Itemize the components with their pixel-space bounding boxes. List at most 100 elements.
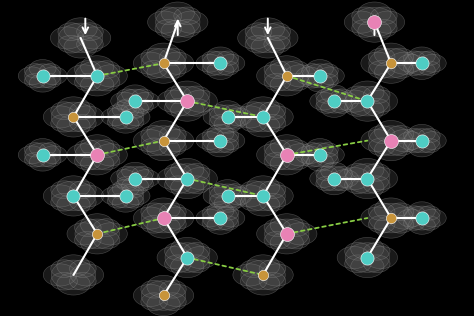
Point [283, 73, 291, 78]
Ellipse shape [160, 130, 194, 152]
Ellipse shape [161, 20, 194, 42]
Ellipse shape [93, 61, 120, 78]
Ellipse shape [246, 255, 280, 277]
Ellipse shape [107, 105, 129, 119]
Point [39, 73, 46, 78]
Ellipse shape [419, 132, 446, 149]
Ellipse shape [207, 139, 234, 157]
Ellipse shape [93, 152, 120, 170]
Ellipse shape [224, 194, 246, 208]
Ellipse shape [419, 54, 446, 72]
Ellipse shape [364, 242, 390, 260]
Ellipse shape [387, 216, 414, 233]
Ellipse shape [117, 89, 153, 113]
Ellipse shape [316, 166, 337, 181]
Ellipse shape [246, 176, 280, 198]
Ellipse shape [331, 166, 353, 181]
Ellipse shape [93, 140, 120, 157]
Ellipse shape [77, 23, 103, 40]
Ellipse shape [419, 216, 440, 230]
Ellipse shape [209, 115, 231, 129]
Ellipse shape [202, 129, 238, 153]
Ellipse shape [183, 86, 210, 104]
Ellipse shape [351, 158, 384, 181]
Ellipse shape [310, 92, 337, 110]
Point [387, 216, 395, 221]
Ellipse shape [337, 167, 371, 190]
Ellipse shape [70, 181, 96, 198]
Ellipse shape [374, 120, 408, 143]
Ellipse shape [157, 90, 190, 112]
Ellipse shape [51, 272, 77, 290]
Ellipse shape [283, 219, 310, 236]
Ellipse shape [209, 105, 231, 119]
Ellipse shape [398, 209, 424, 227]
Ellipse shape [374, 216, 408, 238]
Ellipse shape [283, 231, 310, 249]
Point [160, 138, 167, 143]
Point [364, 255, 371, 260]
Ellipse shape [387, 61, 414, 78]
Ellipse shape [233, 106, 266, 128]
Ellipse shape [141, 126, 186, 155]
Ellipse shape [352, 7, 397, 37]
Ellipse shape [409, 202, 435, 220]
Ellipse shape [147, 11, 181, 33]
Ellipse shape [351, 255, 384, 278]
Ellipse shape [246, 23, 290, 53]
Ellipse shape [107, 184, 129, 198]
Ellipse shape [264, 140, 309, 170]
Ellipse shape [345, 255, 371, 273]
Ellipse shape [364, 167, 398, 190]
Ellipse shape [302, 64, 338, 88]
Ellipse shape [70, 106, 104, 128]
Ellipse shape [358, 20, 391, 42]
Ellipse shape [39, 153, 61, 167]
Ellipse shape [165, 164, 210, 193]
Ellipse shape [321, 162, 347, 180]
Ellipse shape [24, 143, 46, 157]
Ellipse shape [246, 194, 280, 216]
Ellipse shape [214, 115, 241, 133]
Ellipse shape [58, 23, 84, 40]
Ellipse shape [364, 99, 390, 116]
Ellipse shape [270, 135, 303, 157]
Ellipse shape [141, 203, 167, 221]
Ellipse shape [207, 47, 234, 65]
Ellipse shape [39, 143, 61, 157]
Ellipse shape [409, 216, 435, 234]
Ellipse shape [368, 203, 395, 221]
Ellipse shape [51, 102, 96, 132]
Ellipse shape [337, 90, 371, 112]
Ellipse shape [141, 203, 186, 233]
Ellipse shape [283, 144, 317, 166]
Ellipse shape [283, 223, 317, 245]
Ellipse shape [264, 219, 309, 249]
Ellipse shape [245, 23, 272, 40]
Ellipse shape [364, 163, 390, 181]
Ellipse shape [345, 86, 371, 104]
Ellipse shape [233, 264, 266, 286]
Ellipse shape [217, 61, 239, 76]
Ellipse shape [94, 144, 128, 166]
Ellipse shape [196, 209, 223, 227]
Ellipse shape [240, 260, 267, 277]
Ellipse shape [259, 260, 286, 277]
Ellipse shape [117, 167, 153, 191]
Ellipse shape [301, 153, 323, 167]
Ellipse shape [371, 7, 397, 25]
Ellipse shape [316, 167, 352, 191]
Ellipse shape [171, 158, 204, 181]
Ellipse shape [203, 108, 230, 126]
Ellipse shape [57, 97, 90, 119]
Ellipse shape [133, 130, 166, 152]
Ellipse shape [368, 125, 395, 143]
Ellipse shape [217, 128, 239, 143]
Ellipse shape [174, 20, 201, 37]
Point [330, 176, 338, 181]
Point [160, 216, 167, 221]
Ellipse shape [141, 293, 167, 311]
Ellipse shape [133, 284, 166, 307]
Ellipse shape [404, 51, 440, 75]
Ellipse shape [241, 260, 285, 290]
